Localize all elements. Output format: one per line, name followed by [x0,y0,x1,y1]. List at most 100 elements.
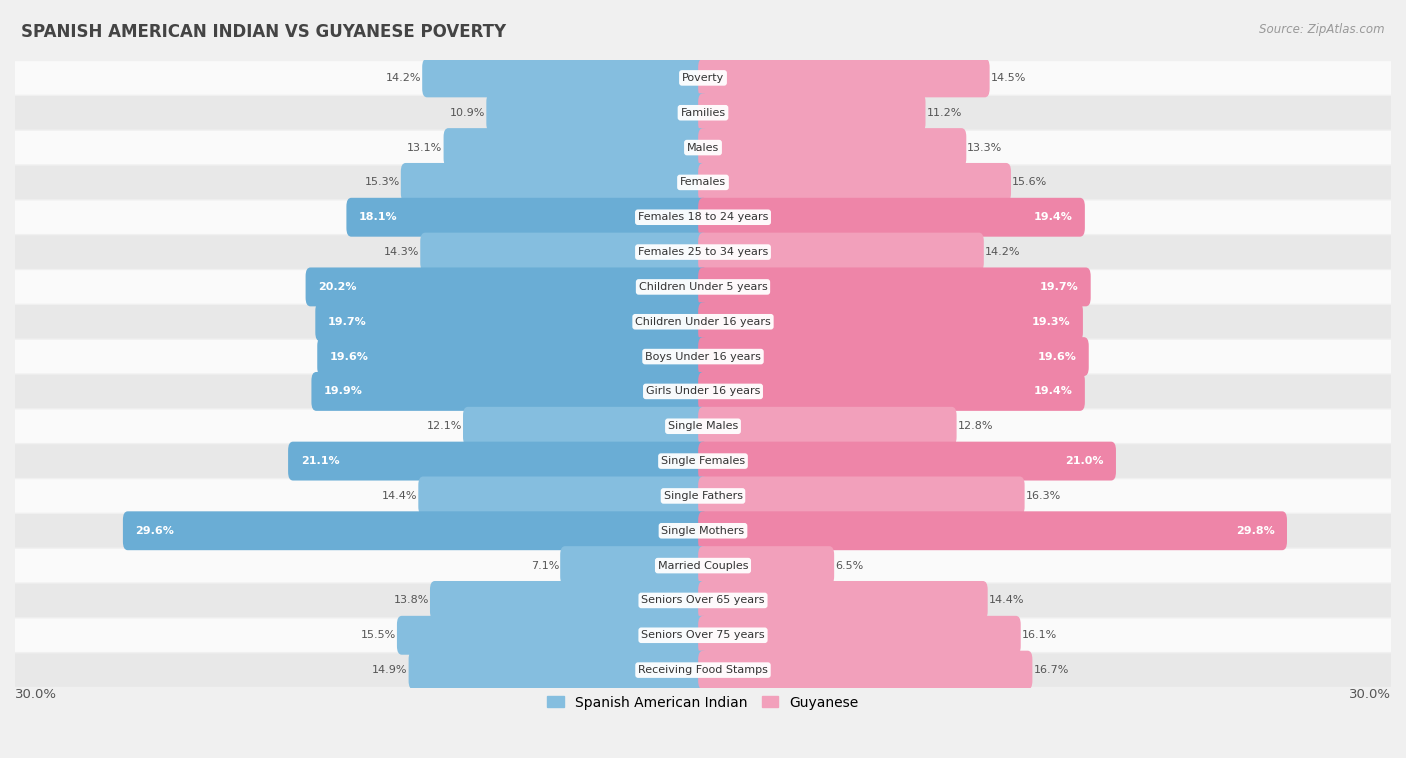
Text: Single Fathers: Single Fathers [664,491,742,501]
FancyBboxPatch shape [14,653,1392,687]
Text: 20.2%: 20.2% [318,282,357,292]
Text: Males: Males [688,143,718,152]
FancyBboxPatch shape [122,512,707,550]
FancyBboxPatch shape [419,477,707,515]
FancyBboxPatch shape [14,444,1392,478]
FancyBboxPatch shape [699,650,1032,690]
Text: Seniors Over 75 years: Seniors Over 75 years [641,630,765,641]
FancyBboxPatch shape [699,233,984,271]
FancyBboxPatch shape [14,619,1392,652]
FancyBboxPatch shape [699,58,990,97]
FancyBboxPatch shape [699,93,925,132]
Text: 12.8%: 12.8% [957,421,993,431]
Text: 14.9%: 14.9% [373,665,408,675]
FancyBboxPatch shape [422,58,707,97]
FancyBboxPatch shape [699,337,1088,376]
FancyBboxPatch shape [699,372,1085,411]
FancyBboxPatch shape [14,549,1392,582]
Text: 19.6%: 19.6% [1038,352,1076,362]
Text: Single Mothers: Single Mothers [661,526,745,536]
FancyBboxPatch shape [699,198,1085,236]
Text: 15.5%: 15.5% [361,630,396,641]
FancyBboxPatch shape [14,514,1392,547]
FancyBboxPatch shape [346,198,707,236]
Text: 30.0%: 30.0% [1348,688,1391,701]
Text: Boys Under 16 years: Boys Under 16 years [645,352,761,362]
Text: Single Females: Single Females [661,456,745,466]
Text: Single Males: Single Males [668,421,738,431]
FancyBboxPatch shape [401,163,707,202]
Text: 19.4%: 19.4% [1033,212,1073,222]
FancyBboxPatch shape [14,374,1392,408]
FancyBboxPatch shape [14,270,1392,304]
Text: 16.7%: 16.7% [1033,665,1069,675]
Text: 16.3%: 16.3% [1025,491,1062,501]
FancyBboxPatch shape [315,302,707,341]
Text: 18.1%: 18.1% [359,212,398,222]
FancyBboxPatch shape [14,61,1392,95]
FancyBboxPatch shape [14,340,1392,373]
Text: 14.2%: 14.2% [385,73,422,83]
Text: Source: ZipAtlas.com: Source: ZipAtlas.com [1260,23,1385,36]
FancyBboxPatch shape [396,615,707,655]
Text: 29.8%: 29.8% [1236,526,1274,536]
FancyBboxPatch shape [699,547,834,585]
Text: Females 18 to 24 years: Females 18 to 24 years [638,212,768,222]
FancyBboxPatch shape [443,128,707,167]
FancyBboxPatch shape [14,305,1392,339]
FancyBboxPatch shape [311,372,707,411]
Legend: Spanish American Indian, Guyanese: Spanish American Indian, Guyanese [541,690,865,715]
Text: 11.2%: 11.2% [927,108,962,117]
FancyBboxPatch shape [699,512,1286,550]
Text: Married Couples: Married Couples [658,561,748,571]
Text: 29.6%: 29.6% [135,526,174,536]
Text: Poverty: Poverty [682,73,724,83]
FancyBboxPatch shape [14,131,1392,164]
FancyBboxPatch shape [14,235,1392,269]
Text: 6.5%: 6.5% [835,561,863,571]
FancyBboxPatch shape [14,201,1392,234]
FancyBboxPatch shape [14,96,1392,130]
Text: 19.6%: 19.6% [330,352,368,362]
FancyBboxPatch shape [699,477,1025,515]
Text: Children Under 5 years: Children Under 5 years [638,282,768,292]
FancyBboxPatch shape [288,442,707,481]
Text: 12.1%: 12.1% [426,421,463,431]
Text: Females 25 to 34 years: Females 25 to 34 years [638,247,768,257]
FancyBboxPatch shape [699,442,1116,481]
Text: Receiving Food Stamps: Receiving Food Stamps [638,665,768,675]
Text: 14.4%: 14.4% [988,596,1024,606]
Text: 10.9%: 10.9% [450,108,485,117]
Text: 19.7%: 19.7% [1039,282,1078,292]
Text: 30.0%: 30.0% [15,688,58,701]
Text: 14.3%: 14.3% [384,247,419,257]
Text: 15.6%: 15.6% [1012,177,1047,187]
FancyBboxPatch shape [699,581,987,620]
Text: 14.5%: 14.5% [991,73,1026,83]
FancyBboxPatch shape [486,93,707,132]
Text: 21.1%: 21.1% [301,456,339,466]
FancyBboxPatch shape [699,128,966,167]
FancyBboxPatch shape [699,302,1083,341]
FancyBboxPatch shape [430,581,707,620]
FancyBboxPatch shape [14,584,1392,617]
Text: 19.9%: 19.9% [323,387,363,396]
Text: 14.4%: 14.4% [382,491,418,501]
FancyBboxPatch shape [699,615,1021,655]
FancyBboxPatch shape [14,479,1392,512]
Text: Girls Under 16 years: Girls Under 16 years [645,387,761,396]
Text: SPANISH AMERICAN INDIAN VS GUYANESE POVERTY: SPANISH AMERICAN INDIAN VS GUYANESE POVE… [21,23,506,41]
Text: 15.3%: 15.3% [364,177,399,187]
FancyBboxPatch shape [409,650,707,690]
Text: 13.8%: 13.8% [394,596,429,606]
Text: 16.1%: 16.1% [1022,630,1057,641]
Text: 21.0%: 21.0% [1064,456,1104,466]
Text: Children Under 16 years: Children Under 16 years [636,317,770,327]
FancyBboxPatch shape [699,163,1011,202]
Text: 7.1%: 7.1% [531,561,560,571]
FancyBboxPatch shape [318,337,707,376]
Text: Females: Females [681,177,725,187]
Text: 19.3%: 19.3% [1032,317,1070,327]
Text: 13.1%: 13.1% [408,143,443,152]
Text: 13.3%: 13.3% [967,143,1002,152]
